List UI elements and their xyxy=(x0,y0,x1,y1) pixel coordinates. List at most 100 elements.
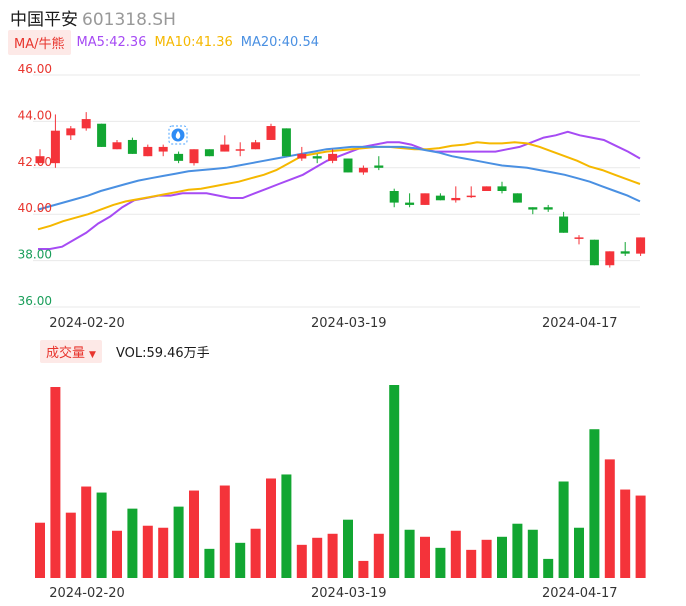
y-tick-label: 42.00 xyxy=(18,155,52,169)
candle xyxy=(543,204,553,212)
volume-indicator-tab[interactable]: 成交量 ▼ xyxy=(40,339,102,363)
volume-bar xyxy=(358,560,369,578)
candle xyxy=(466,186,476,198)
volume-bar xyxy=(327,533,338,578)
candle xyxy=(204,149,214,157)
volume-bar xyxy=(112,530,122,578)
volume-bar xyxy=(204,548,215,578)
volume-bar xyxy=(435,547,446,578)
volume-bar xyxy=(219,485,230,578)
candle-body xyxy=(482,186,492,191)
candle-body xyxy=(512,193,522,203)
volume-bar xyxy=(527,529,538,578)
volume-bar xyxy=(281,474,292,578)
volume-bar xyxy=(35,522,45,578)
candles xyxy=(35,112,646,268)
candle-body xyxy=(143,146,153,157)
candle-body xyxy=(112,142,122,150)
candle xyxy=(435,193,445,201)
candle-body xyxy=(266,126,276,140)
volume-bar xyxy=(512,523,523,578)
volume-bar xyxy=(620,489,631,578)
candle-body xyxy=(281,128,291,157)
candle-body xyxy=(543,207,553,210)
x-tick-label: 2024-02-20 xyxy=(49,586,125,601)
candle xyxy=(605,251,615,268)
candle-body xyxy=(220,144,230,152)
candle xyxy=(251,139,261,150)
candle xyxy=(343,158,353,173)
stock-code: 601318.SH xyxy=(82,10,176,30)
x-tick-label: 2024-03-19 xyxy=(311,316,387,331)
candle-body xyxy=(559,216,569,233)
candle xyxy=(405,193,415,208)
y-tick-label: 40.00 xyxy=(18,201,52,215)
volume-bar xyxy=(558,481,569,578)
y-tick-label: 38.00 xyxy=(18,248,52,262)
candle xyxy=(374,156,384,171)
x-tick-label: 2024-04-17 xyxy=(542,586,618,601)
candle-body xyxy=(35,156,45,164)
candle-body xyxy=(297,153,307,159)
candle xyxy=(358,165,368,175)
candle-body xyxy=(620,251,630,254)
candle-body xyxy=(81,119,91,129)
volume-bar xyxy=(235,542,246,578)
candle-body xyxy=(405,202,415,205)
volume-tab-label: 成交量 xyxy=(46,345,86,361)
candle-body xyxy=(358,167,368,173)
candle-body xyxy=(574,237,584,239)
candle xyxy=(189,149,199,166)
y-tick-label: 36.00 xyxy=(18,294,52,308)
candle xyxy=(220,135,230,152)
candle-body xyxy=(189,149,199,164)
candle-body xyxy=(343,158,353,173)
x-tick-label: 2024-02-20 xyxy=(49,316,125,331)
candle xyxy=(574,235,584,245)
volume-bar xyxy=(373,533,384,578)
volume-bar xyxy=(589,429,600,578)
candle xyxy=(143,144,153,157)
volume-bar xyxy=(50,387,61,578)
candle-body xyxy=(235,149,245,151)
volume-bar xyxy=(389,385,400,578)
candle-body xyxy=(466,195,476,198)
candle xyxy=(528,207,538,215)
ma20-legend: MA20:40.54 xyxy=(240,34,319,50)
candle xyxy=(281,128,291,157)
ma-indicator-tab[interactable]: MA/牛熊 xyxy=(8,29,71,55)
volume-bar xyxy=(81,486,92,578)
volume-bar xyxy=(65,512,76,578)
candle xyxy=(312,153,322,164)
candle xyxy=(589,239,599,266)
candle xyxy=(266,123,276,140)
candle xyxy=(497,181,507,194)
candle xyxy=(66,126,76,140)
volume-bar xyxy=(604,459,615,578)
volume-bar xyxy=(296,544,307,578)
candle xyxy=(81,112,91,131)
candle xyxy=(636,237,646,256)
candle xyxy=(482,186,492,191)
ma-legend: MA/牛熊 MA5:42.36 MA10:41.36 MA20:40.54 xyxy=(8,29,327,55)
candle xyxy=(50,114,60,168)
volume-bar xyxy=(343,519,353,578)
volume-bar xyxy=(127,508,138,578)
candle xyxy=(620,242,630,256)
candle-body xyxy=(451,197,461,201)
candle-body xyxy=(605,251,615,266)
marker-flame xyxy=(175,131,181,139)
volume-bar xyxy=(420,536,430,578)
flame-badge-icon[interactable] xyxy=(168,125,188,145)
candle xyxy=(158,144,168,157)
candle-body xyxy=(497,186,507,191)
candle xyxy=(451,186,461,203)
volume-bar xyxy=(481,539,492,578)
volume-legend: 成交量 ▼ VOL:59.46万手 xyxy=(40,339,210,363)
candle-body xyxy=(589,239,599,266)
ma5-legend: MA5:42.36 xyxy=(76,34,147,50)
candle-body xyxy=(328,153,338,161)
candle-body xyxy=(389,191,399,203)
x-tick-label: 2024-04-17 xyxy=(542,316,618,331)
